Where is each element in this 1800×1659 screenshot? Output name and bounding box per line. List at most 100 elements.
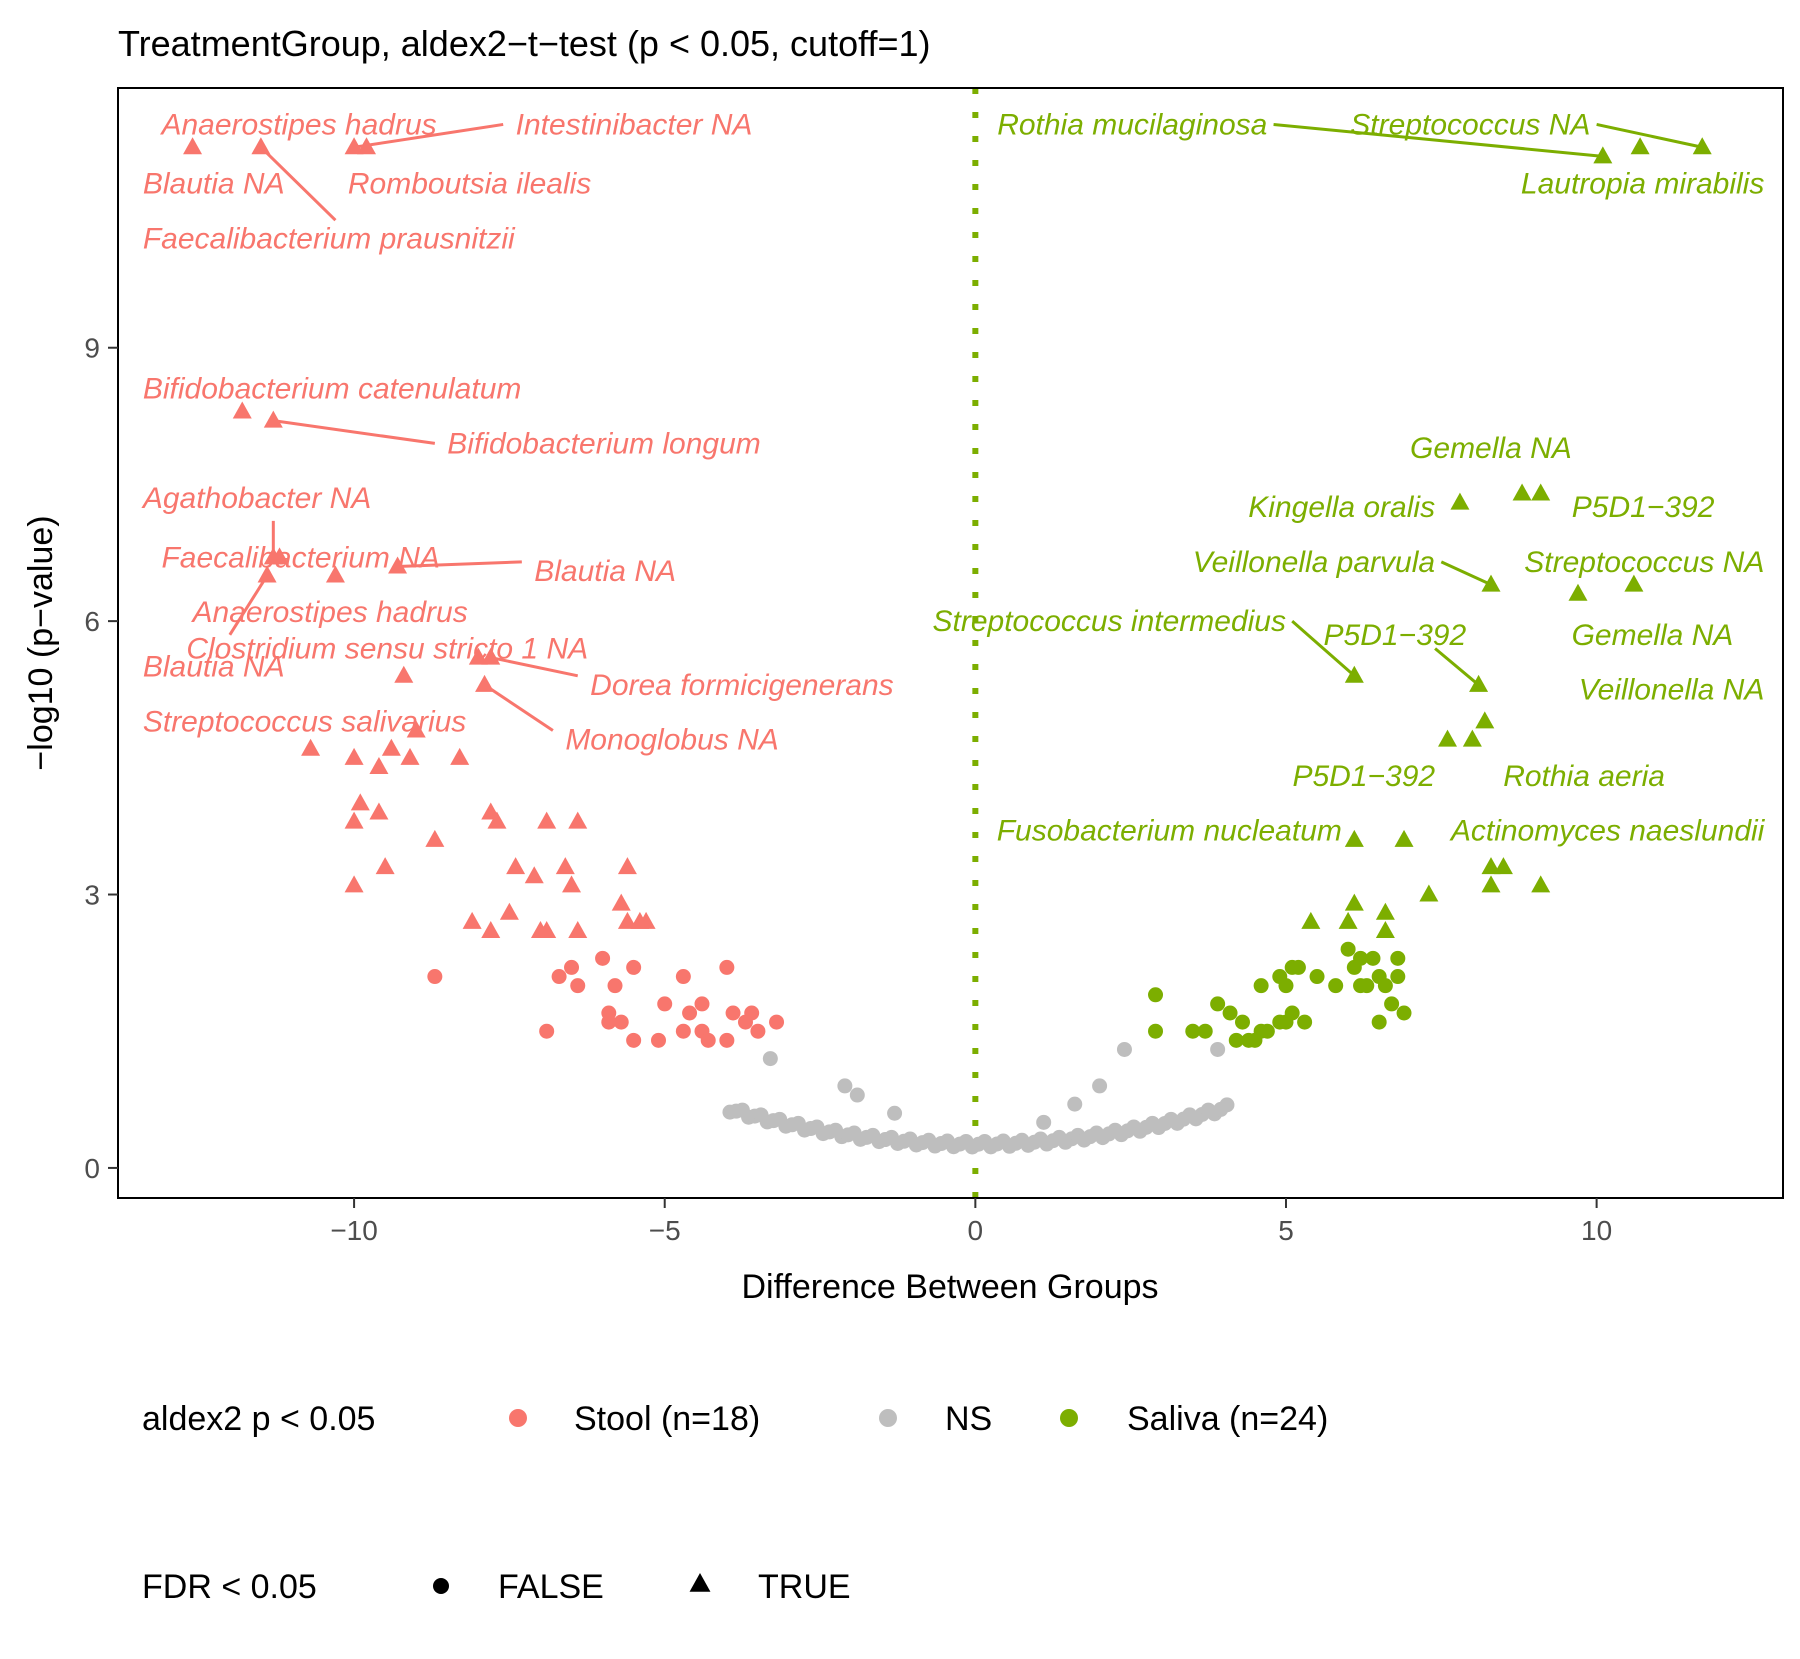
point-circle (1259, 1023, 1275, 1039)
point-label: Streptococcus NA (1350, 108, 1590, 141)
point-triangle (375, 857, 395, 875)
point-circle (1272, 1014, 1288, 1030)
point-triangle (611, 893, 631, 911)
label-connector (490, 656, 579, 678)
point-ns (1036, 1114, 1052, 1130)
point-triangle (481, 647, 501, 665)
point-triangle (394, 665, 414, 683)
point-triangle (568, 811, 588, 829)
point-label: Veillonella parvula (1193, 546, 1435, 579)
point-triangle (251, 137, 271, 155)
point-triangle (499, 902, 519, 920)
point-triangle (388, 556, 408, 574)
point-circle (657, 996, 673, 1012)
point-circle (539, 1023, 555, 1039)
legend-key-triangle (689, 1573, 711, 1592)
x-tick-label: −5 (649, 1215, 681, 1246)
legend-shape: FDR < 0.05 FALSE TRUE (142, 1568, 851, 1606)
point-triangle (357, 137, 377, 155)
point-label: Clostridium sensu stricto 1 NA (186, 632, 588, 665)
point-circle (1371, 1014, 1387, 1030)
point-circle (651, 1032, 667, 1048)
x-axis-title: Difference Between Groups (741, 1268, 1158, 1306)
point-circle (551, 969, 567, 985)
point-triangle (1481, 857, 1501, 875)
point-circle (1309, 969, 1325, 985)
point-triangle (636, 911, 656, 929)
label-connector (228, 574, 269, 636)
point-ns (849, 1087, 865, 1103)
point-circle (1328, 978, 1344, 994)
label-connector (353, 122, 504, 149)
legend-shape-title: FDR < 0.05 (142, 1568, 317, 1606)
point-circle (1365, 950, 1381, 966)
y-axis: 0 3 6 9 (84, 333, 118, 1184)
point-circle (1228, 1032, 1244, 1048)
point-triangle (369, 802, 389, 820)
x-tick-label: 10 (1581, 1215, 1612, 1246)
point-label: Gemella NA (1410, 432, 1572, 465)
point-triangle (1512, 483, 1532, 501)
label-connector (1273, 122, 1603, 158)
point-circle (750, 1023, 766, 1039)
point-circle (1353, 950, 1369, 966)
point-ns (762, 1051, 778, 1067)
point-label: Fusobacterium nucleatum (997, 815, 1342, 848)
label-connector (1434, 647, 1480, 687)
panel-border (117, 87, 1784, 1199)
y-tick-label: 3 (84, 880, 100, 911)
point-circle (719, 959, 735, 975)
point-label: Faecalibacterium prausnitzii (143, 222, 516, 255)
point-triangle (617, 857, 637, 875)
point-circle (1222, 1005, 1238, 1021)
point-circle (601, 1014, 617, 1030)
point-label: Anaerostipes hadrus (191, 596, 468, 629)
legend-key-ns (879, 1409, 897, 1427)
point-circle (1290, 959, 1306, 975)
point-label: Faecalibacterium NA (161, 541, 439, 574)
y-axis-title: −log10 (p−value) (22, 515, 60, 770)
point-label: Veillonella NA (1579, 673, 1765, 706)
label-connector (1440, 560, 1492, 587)
point-triangle (1475, 711, 1495, 729)
legend-label-true: TRUE (758, 1568, 851, 1606)
point-triangle (1630, 137, 1650, 155)
label-connector (273, 419, 436, 445)
point-label: Blautia NA (534, 555, 676, 588)
point-triangle (462, 911, 482, 929)
point-circle (1297, 1014, 1313, 1030)
point-label: Agathobacter NA (141, 482, 371, 515)
point-circle (1247, 1032, 1263, 1048)
point-label: Streptococcus intermedius (932, 605, 1286, 638)
point-label: Actinomyces naeslundii (1449, 815, 1766, 848)
point-circle (613, 1014, 629, 1030)
point-triangle (1493, 857, 1513, 875)
point-triangle (1469, 674, 1489, 692)
point-triangle (344, 137, 364, 155)
point-triangle (369, 756, 389, 774)
point-triangle (263, 410, 283, 428)
point-circle (694, 996, 710, 1012)
y-tick-label: 0 (84, 1153, 100, 1184)
point-circle (1148, 987, 1164, 1003)
point-label: Rothia aeria (1503, 760, 1665, 793)
point-triangle (468, 647, 488, 665)
point-label: Romboutsia ilealis (348, 168, 591, 201)
point-triangle (270, 547, 290, 565)
point-circle (1390, 950, 1406, 966)
point-circle (1197, 1023, 1213, 1039)
point-triangle (1419, 884, 1439, 902)
label-connector (397, 560, 522, 568)
point-label: P5D1−392 (1572, 491, 1715, 524)
point-triangle (406, 720, 426, 738)
point-circle (1185, 1023, 1201, 1039)
point-label: Bifidobacterium longum (447, 427, 761, 460)
point-triangle (506, 857, 526, 875)
point-triangle (350, 793, 370, 811)
point-triangle (1462, 729, 1482, 747)
point-triangle (425, 829, 445, 847)
legend-label-saliva: Saliva (n=24) (1127, 1400, 1328, 1438)
point-circle (626, 1032, 642, 1048)
